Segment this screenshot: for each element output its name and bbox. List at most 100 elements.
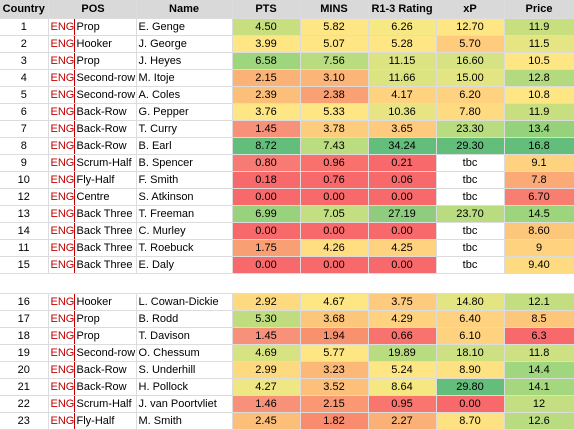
row-number-cell[interactable]: 23 — [0, 412, 49, 430]
rating-cell[interactable]: 10.36 — [368, 103, 437, 121]
table-row[interactable]: 16 ENG Hooker L. Cowan-Dickie 2.92 4.67 3.75 14… — [0, 293, 574, 311]
row-number-cell[interactable]: 10 — [0, 171, 49, 189]
position-cell[interactable]: Prop — [74, 52, 137, 70]
country-cell[interactable]: ENG — [48, 293, 75, 311]
xp-cell[interactable]: tbc — [436, 256, 505, 274]
country-cell[interactable]: ENG — [48, 154, 75, 172]
mins-cell[interactable]: 1.94 — [300, 327, 369, 345]
mins-cell[interactable]: 3.78 — [300, 120, 369, 138]
position-cell[interactable]: Prop — [74, 310, 137, 328]
name-cell[interactable]: B. Earl — [136, 137, 233, 155]
xp-cell[interactable]: 23.30 — [436, 120, 505, 138]
country-cell[interactable]: ENG — [48, 239, 75, 257]
pts-cell[interactable]: 2.45 — [232, 412, 301, 430]
rating-cell[interactable]: 4.25 — [368, 239, 437, 257]
position-cell[interactable]: Centre — [74, 188, 137, 206]
pts-cell[interactable]: 4.27 — [232, 378, 301, 396]
table-row[interactable]: 6 ENG Back-Row G. Pepper 3.76 5.33 10.36 7.80 11… — [0, 103, 574, 121]
price-cell[interactable]: 7.8 — [504, 171, 574, 189]
position-cell[interactable]: Prop — [74, 18, 137, 36]
pts-cell[interactable]: 4.69 — [232, 344, 301, 362]
name-cell[interactable]: G. Pepper — [136, 103, 233, 121]
position-cell[interactable]: Hooker — [74, 293, 137, 311]
country-cell[interactable]: ENG — [48, 120, 75, 138]
price-cell[interactable]: 12.8 — [504, 69, 574, 87]
price-cell[interactable]: 11.5 — [504, 35, 574, 53]
pts-cell[interactable]: 3.76 — [232, 103, 301, 121]
rating-cell[interactable]: 0.00 — [368, 222, 437, 240]
mins-cell[interactable]: 2.15 — [300, 395, 369, 413]
header-xp[interactable]: xP — [436, 0, 505, 19]
price-cell[interactable]: 9.40 — [504, 256, 574, 274]
rating-cell[interactable]: 0.21 — [368, 154, 437, 172]
price-cell[interactable]: 6.3 — [504, 327, 574, 345]
header-pos[interactable]: POS — [48, 0, 137, 19]
xp-cell[interactable]: tbc — [436, 154, 505, 172]
pts-cell[interactable]: 3.99 — [232, 35, 301, 53]
country-cell[interactable]: ENG — [48, 256, 75, 274]
table-row[interactable]: 12 ENG Centre S. Atkinson 0.00 0.00 0.00 tbc 6.7… — [0, 188, 574, 206]
price-cell[interactable]: 11.9 — [504, 18, 574, 36]
table-row[interactable]: 4 ENG Second-row M. Itoje 2.15 3.10 11.66 15.00… — [0, 69, 574, 87]
price-cell[interactable]: 16.8 — [504, 137, 574, 155]
table-row[interactable]: 3 ENG Prop J. Heyes 6.58 7.56 11.15 16.60 10.5 — [0, 52, 574, 70]
row-number-cell[interactable]: 3 — [0, 52, 49, 70]
position-cell[interactable]: Back-Row — [74, 361, 137, 379]
table-row[interactable]: 5 ENG Second-row A. Coles 2.39 2.38 4.17 6.20 10… — [0, 86, 574, 104]
row-number-cell[interactable]: 5 — [0, 86, 49, 104]
header-name[interactable]: Name — [136, 0, 233, 19]
pts-cell[interactable]: 0.80 — [232, 154, 301, 172]
mins-cell[interactable]: 3.68 — [300, 310, 369, 328]
rating-cell[interactable]: 4.29 — [368, 310, 437, 328]
pts-cell[interactable]: 1.46 — [232, 395, 301, 413]
xp-cell[interactable]: tbc — [436, 171, 505, 189]
row-number-cell[interactable]: 6 — [0, 103, 49, 121]
country-cell[interactable]: ENG — [48, 103, 75, 121]
xp-cell[interactable]: 15.00 — [436, 69, 505, 87]
rating-cell[interactable]: 0.00 — [368, 188, 437, 206]
name-cell[interactable]: B. Rodd — [136, 310, 233, 328]
header-pts[interactable]: PTS — [232, 0, 301, 19]
name-cell[interactable]: J. Heyes — [136, 52, 233, 70]
position-cell[interactable]: Second-row — [74, 344, 137, 362]
pts-cell[interactable]: 6.58 — [232, 52, 301, 70]
rating-cell[interactable]: 4.17 — [368, 86, 437, 104]
name-cell[interactable]: M. Smith — [136, 412, 233, 430]
table-row[interactable]: 1 ENG Prop E. Genge 4.50 5.82 6.26 12.70 11.9 — [0, 18, 574, 36]
xp-cell[interactable]: 12.70 — [436, 18, 505, 36]
price-cell[interactable]: 14.4 — [504, 361, 574, 379]
price-cell[interactable]: 9.1 — [504, 154, 574, 172]
position-cell[interactable]: Back Three — [74, 205, 137, 223]
country-cell[interactable]: ENG — [48, 222, 75, 240]
row-number-cell[interactable]: 20 — [0, 361, 49, 379]
row-number-cell[interactable]: 17 — [0, 310, 49, 328]
name-cell[interactable]: M. Itoje — [136, 69, 233, 87]
country-cell[interactable]: ENG — [48, 310, 75, 328]
mins-cell[interactable]: 4.67 — [300, 293, 369, 311]
position-cell[interactable]: Back Three — [74, 239, 137, 257]
row-number-cell[interactable]: 21 — [0, 378, 49, 396]
rating-cell[interactable]: 0.00 — [368, 256, 437, 274]
pts-cell[interactable]: 0.00 — [232, 256, 301, 274]
xp-cell[interactable]: 8.70 — [436, 412, 505, 430]
mins-cell[interactable]: 0.76 — [300, 171, 369, 189]
mins-cell[interactable]: 5.82 — [300, 18, 369, 36]
header-rating[interactable]: R1-3 Rating — [368, 0, 437, 19]
xp-cell[interactable]: tbc — [436, 239, 505, 257]
mins-cell[interactable]: 5.77 — [300, 344, 369, 362]
rating-cell[interactable]: 11.66 — [368, 69, 437, 87]
rating-cell[interactable]: 8.64 — [368, 378, 437, 396]
country-cell[interactable]: ENG — [48, 171, 75, 189]
price-cell[interactable]: 8.60 — [504, 222, 574, 240]
xp-cell[interactable]: 29.80 — [436, 378, 505, 396]
position-cell[interactable]: Back-Row — [74, 103, 137, 121]
country-cell[interactable]: ENG — [48, 86, 75, 104]
row-number-cell[interactable]: 15 — [0, 256, 49, 274]
xp-cell[interactable]: 16.60 — [436, 52, 505, 70]
table-row[interactable]: 23 ENG Fly-Half M. Smith 2.45 1.82 2.27 8.70 12.… — [0, 412, 574, 430]
country-cell[interactable]: ENG — [48, 361, 75, 379]
row-number-cell[interactable]: 18 — [0, 327, 49, 345]
pts-cell[interactable]: 5.30 — [232, 310, 301, 328]
table-row[interactable]: 20 ENG Back-Row S. Underhill 2.99 3.23 5.24 8.9… — [0, 361, 574, 379]
price-cell[interactable]: 11.8 — [504, 344, 574, 362]
